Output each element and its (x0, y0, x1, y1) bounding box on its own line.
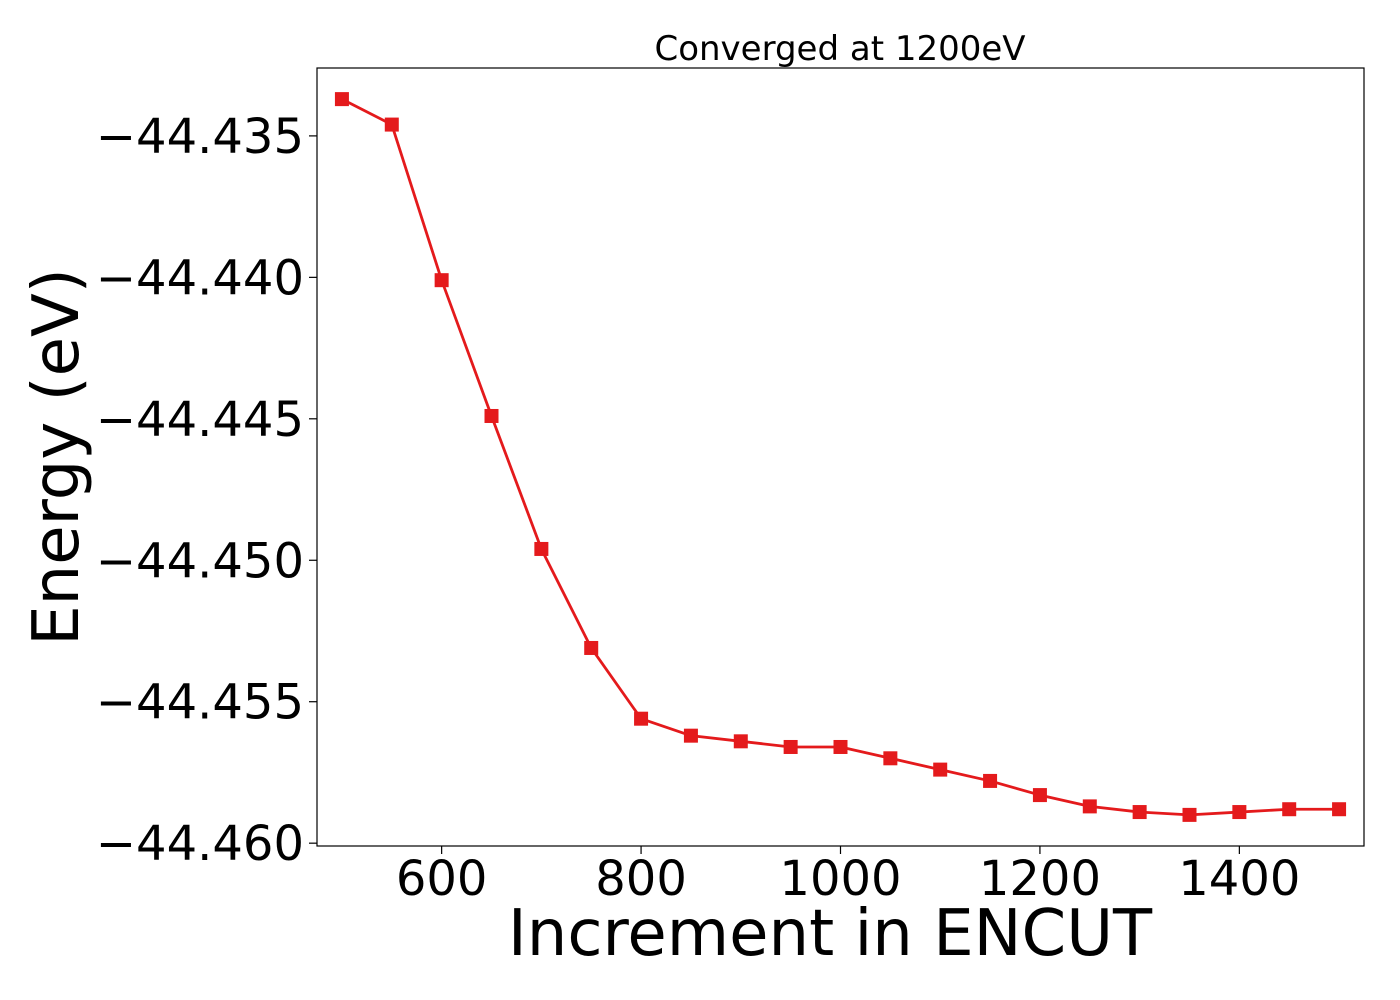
data-point-marker (1232, 805, 1247, 820)
x-tick-label: 600 (396, 851, 488, 907)
x-tick-label: 1400 (1178, 851, 1300, 907)
data-point-marker (384, 117, 399, 132)
y-tick-label: −44.460 (96, 816, 304, 872)
y-tick-label: −44.445 (96, 392, 304, 448)
data-point-marker (334, 92, 349, 107)
x-axis-ticks: 600 800 1000 1200 1400 (396, 846, 1300, 907)
data-point-marker (683, 728, 698, 743)
y-axis-title: Energy (eV) (20, 268, 94, 646)
data-point-marker (634, 711, 649, 726)
data-point-marker (883, 751, 898, 766)
data-point-marker (1282, 802, 1297, 817)
data-point-marker (1082, 799, 1097, 814)
y-tick-label: −44.440 (96, 250, 304, 306)
x-tick-label: 1000 (779, 851, 901, 907)
data-point-marker (783, 739, 798, 754)
data-point-marker (1332, 802, 1347, 817)
data-point-marker (1132, 805, 1147, 820)
x-axis-title: Increment in ENCUT (508, 897, 1153, 971)
y-tick-label: −44.455 (96, 675, 304, 731)
plot-area (316, 67, 1365, 847)
data-point-marker (534, 541, 549, 556)
data-point-marker (584, 640, 599, 655)
data-point-marker (733, 734, 748, 749)
data-point-marker (1032, 788, 1047, 803)
y-axis-ticks: −44.435 −44.440 −44.445 −44.450 −44.455 −44.4… (96, 109, 317, 872)
data-point-marker (933, 762, 948, 777)
data-point-marker (833, 739, 848, 754)
data-point-marker (1182, 807, 1197, 822)
x-tick-label: 1200 (979, 851, 1101, 907)
data-point-marker (983, 773, 998, 788)
x-tick-label: 800 (595, 851, 687, 907)
y-tick-label: −44.450 (96, 533, 304, 589)
y-tick-label: −44.435 (96, 109, 304, 165)
data-point-marker (484, 408, 499, 423)
data-point-marker (434, 273, 449, 288)
chart-title: Converged at 1200eV (654, 29, 1025, 69)
